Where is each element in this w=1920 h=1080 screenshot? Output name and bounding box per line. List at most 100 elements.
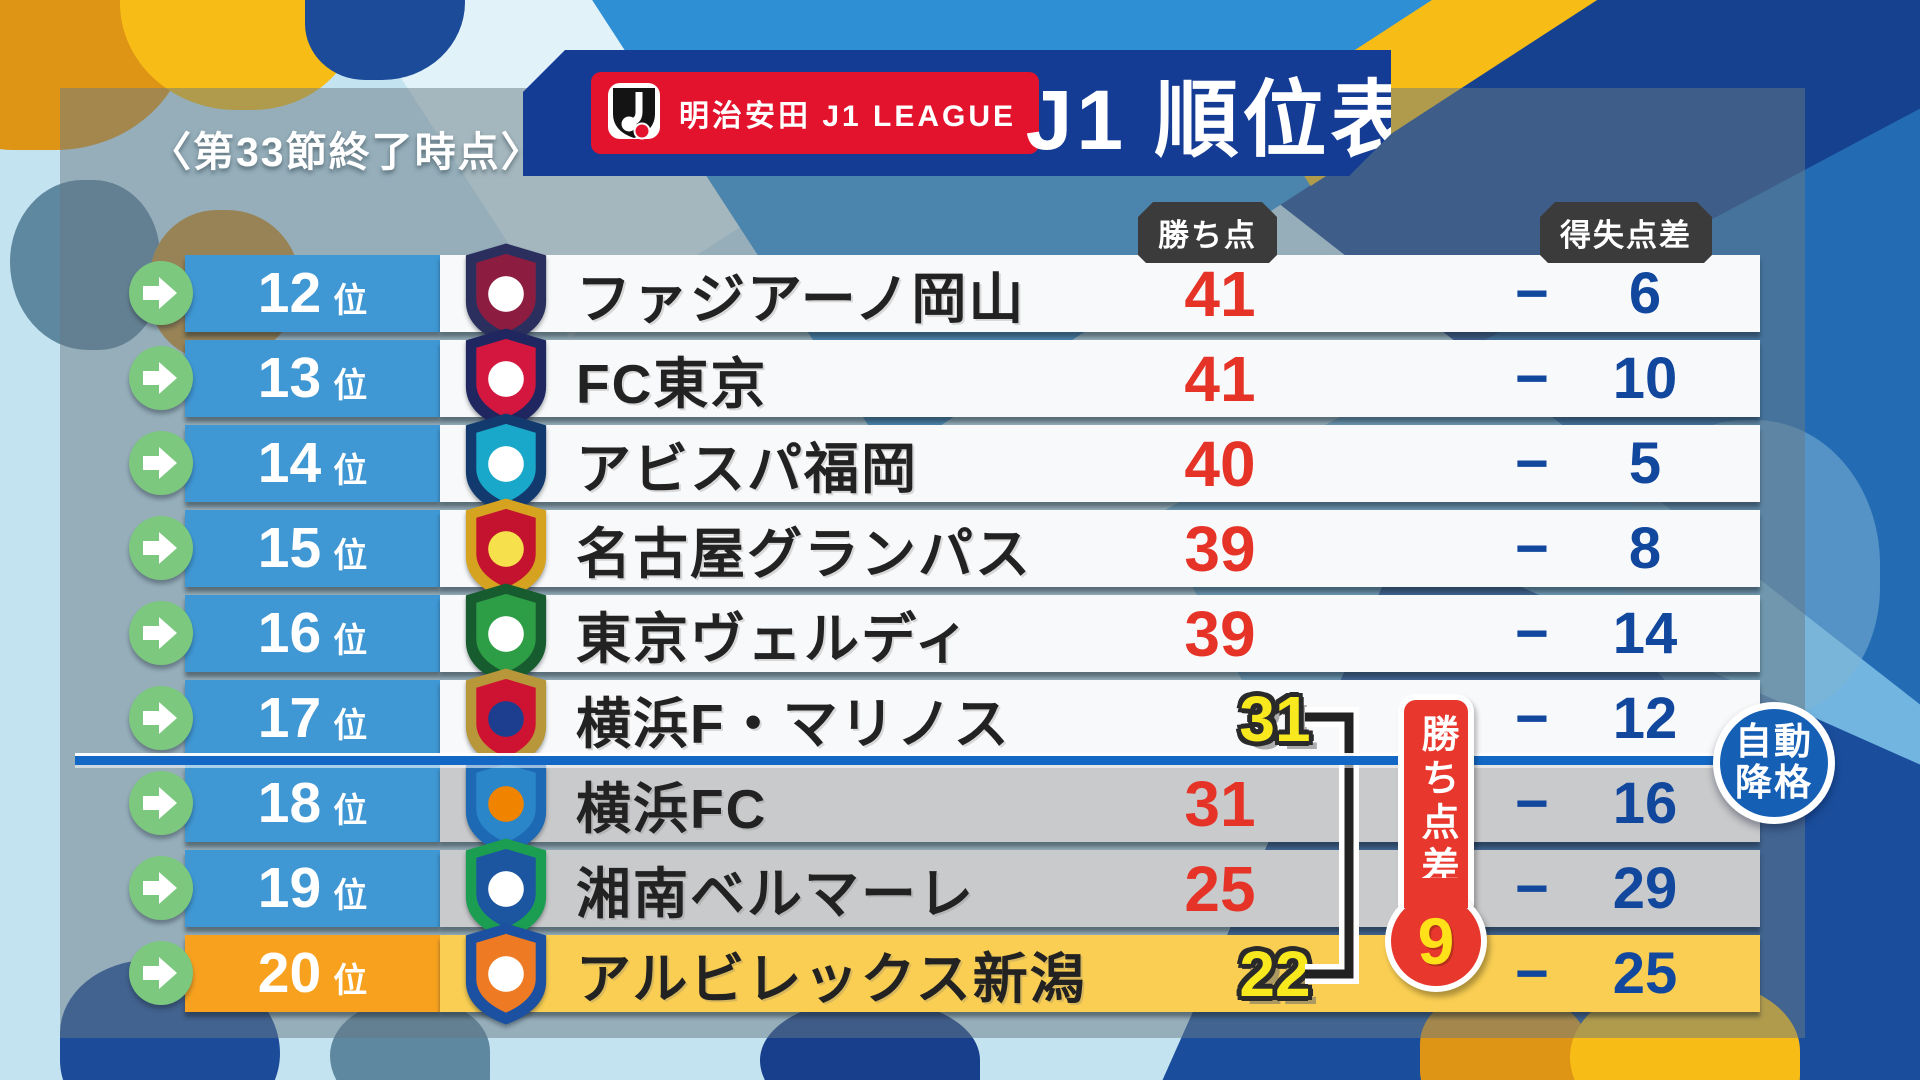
goal-diff-sign: −	[1515, 686, 1549, 751]
points-value: 41	[1184, 257, 1256, 330]
team-cell: 横浜F・マリノス	[440, 668, 1760, 770]
column-header-points: 勝ち点	[1138, 202, 1277, 263]
relegation-line	[75, 756, 1727, 765]
team-name: アビスパ福岡	[576, 437, 919, 500]
albirex-niigata-crest-icon	[456, 922, 556, 1026]
arrow-shaft	[143, 966, 161, 980]
arrow-shaft	[143, 286, 161, 300]
goal-diff-sign: −	[1515, 346, 1549, 411]
rank-cell: 13 位	[185, 340, 440, 417]
goal-diff-value: 16	[1612, 771, 1678, 836]
team-cell: 東京ヴェルディ	[440, 583, 1760, 685]
rank-number: 18	[257, 771, 322, 835]
goal-diff: − 14	[1515, 595, 1725, 672]
rank-suffix: 位	[333, 537, 368, 575]
rank-suffix: 位	[333, 367, 368, 405]
rank-number: 13	[257, 346, 322, 410]
arrow-shaft	[143, 456, 161, 470]
team-name: FC東京	[576, 352, 768, 415]
points-value: 31	[1239, 682, 1311, 755]
fc-tokyo-crest-icon	[456, 327, 556, 431]
arrow-head	[159, 362, 177, 394]
relegation-badge: 自動 降格	[1713, 702, 1835, 824]
rank-suffix: 位	[333, 452, 368, 490]
rank-cell: 12 位	[185, 255, 440, 332]
goal-diff: − 5	[1515, 425, 1725, 502]
rank-cell: 16 位	[185, 595, 440, 672]
standings-rows: 12 位 ファジアーノ岡山 41 − 6	[129, 243, 1760, 1025]
goal-diff-sign: −	[1515, 601, 1549, 666]
shonan-bellmare-crest-icon	[456, 837, 556, 941]
rank-arrow-icon	[129, 686, 193, 750]
rank-number: 12	[257, 261, 322, 325]
team-name: 名古屋グランパス	[576, 522, 1033, 585]
rank-cell: 20 位	[185, 935, 440, 1012]
table-row: 20 位 アルビレックス新潟 22 − 25	[129, 923, 1760, 1025]
arrow-shaft	[143, 881, 161, 895]
relegation-badge-line2: 降格	[1735, 762, 1813, 803]
goal-diff-sign: −	[1515, 856, 1549, 921]
rank-suffix: 位	[333, 877, 368, 915]
team-cell: 横浜FC	[440, 753, 1760, 855]
arrow-shaft	[143, 626, 161, 640]
rank-number: 15	[257, 516, 322, 580]
arrow-shaft	[143, 796, 161, 810]
rank-cell: 19 位	[185, 850, 440, 927]
arrow-head	[159, 447, 177, 479]
goal-diff-value: 14	[1612, 601, 1678, 666]
table-row: 13 位 FC東京 41 − 10	[129, 328, 1760, 430]
rank-cell: 18 位	[185, 765, 440, 842]
arrow-head	[159, 787, 177, 819]
points-value: 39	[1184, 597, 1256, 670]
fagiano-okayama-crest-icon	[456, 242, 556, 346]
arrow-head	[159, 957, 177, 989]
arrow-head	[159, 532, 177, 564]
nagoya-grampus-crest-icon	[456, 497, 556, 601]
goal-diff: − 16	[1515, 765, 1725, 842]
goal-diff-sign: −	[1515, 431, 1549, 496]
goal-diff-sign: −	[1515, 771, 1549, 836]
j-league-logo-icon	[605, 82, 663, 144]
thermometer-seam	[1404, 878, 1468, 908]
goal-diff: − 12	[1515, 680, 1725, 757]
goal-diff-value: 25	[1612, 941, 1678, 1006]
arrow-shaft	[143, 541, 161, 555]
rank-suffix: 位	[333, 622, 368, 660]
team-name: 東京ヴェルディ	[576, 607, 972, 670]
goal-diff-value: 29	[1612, 856, 1678, 921]
avispa-fukuoka-crest-icon	[456, 412, 556, 516]
rank-suffix: 位	[333, 707, 368, 745]
arrow-shaft	[143, 371, 161, 385]
rank-arrow-icon	[129, 431, 193, 495]
rank-arrow-icon	[129, 771, 193, 835]
rank-suffix: 位	[333, 792, 368, 830]
points-gap-value: 9	[1417, 904, 1455, 978]
team-name: 横浜F・マリノス	[576, 692, 1011, 755]
team-name: ファジアーノ岡山	[576, 267, 1026, 330]
team-name: 横浜FC	[576, 777, 768, 840]
rank-arrow-icon	[129, 941, 193, 1005]
goal-diff-value: 12	[1612, 686, 1678, 751]
rank-cell: 15 位	[185, 510, 440, 587]
rank-number: 20	[257, 941, 322, 1005]
rank-number: 19	[257, 856, 322, 920]
arrow-shaft	[143, 711, 161, 725]
rank-arrow-icon	[129, 346, 193, 410]
league-badge: 明治安田 J1 LEAGUE	[591, 72, 1039, 154]
goal-diff-sign: −	[1515, 261, 1549, 326]
points-value: 25	[1184, 852, 1256, 925]
page-title: J1 順位表	[1025, 72, 1419, 167]
rank-number: 17	[257, 686, 322, 750]
table-row: 14 位 アビスパ福岡 40 − 5	[129, 413, 1760, 515]
team-cell: FC東京	[440, 328, 1760, 430]
arrow-head	[159, 872, 177, 904]
yokohama-fc-crest-icon	[456, 752, 556, 856]
rank-arrow-icon	[129, 601, 193, 665]
rank-cell: 14 位	[185, 425, 440, 502]
rank-arrow-icon	[129, 856, 193, 920]
goal-diff-sign: −	[1515, 941, 1549, 1006]
goal-diff: − 10	[1515, 340, 1725, 417]
team-cell: 湘南ベルマーレ	[440, 838, 1760, 940]
table-row: 16 位 東京ヴェルディ 39 − 14	[129, 583, 1760, 685]
goal-diff: − 8	[1515, 510, 1725, 587]
